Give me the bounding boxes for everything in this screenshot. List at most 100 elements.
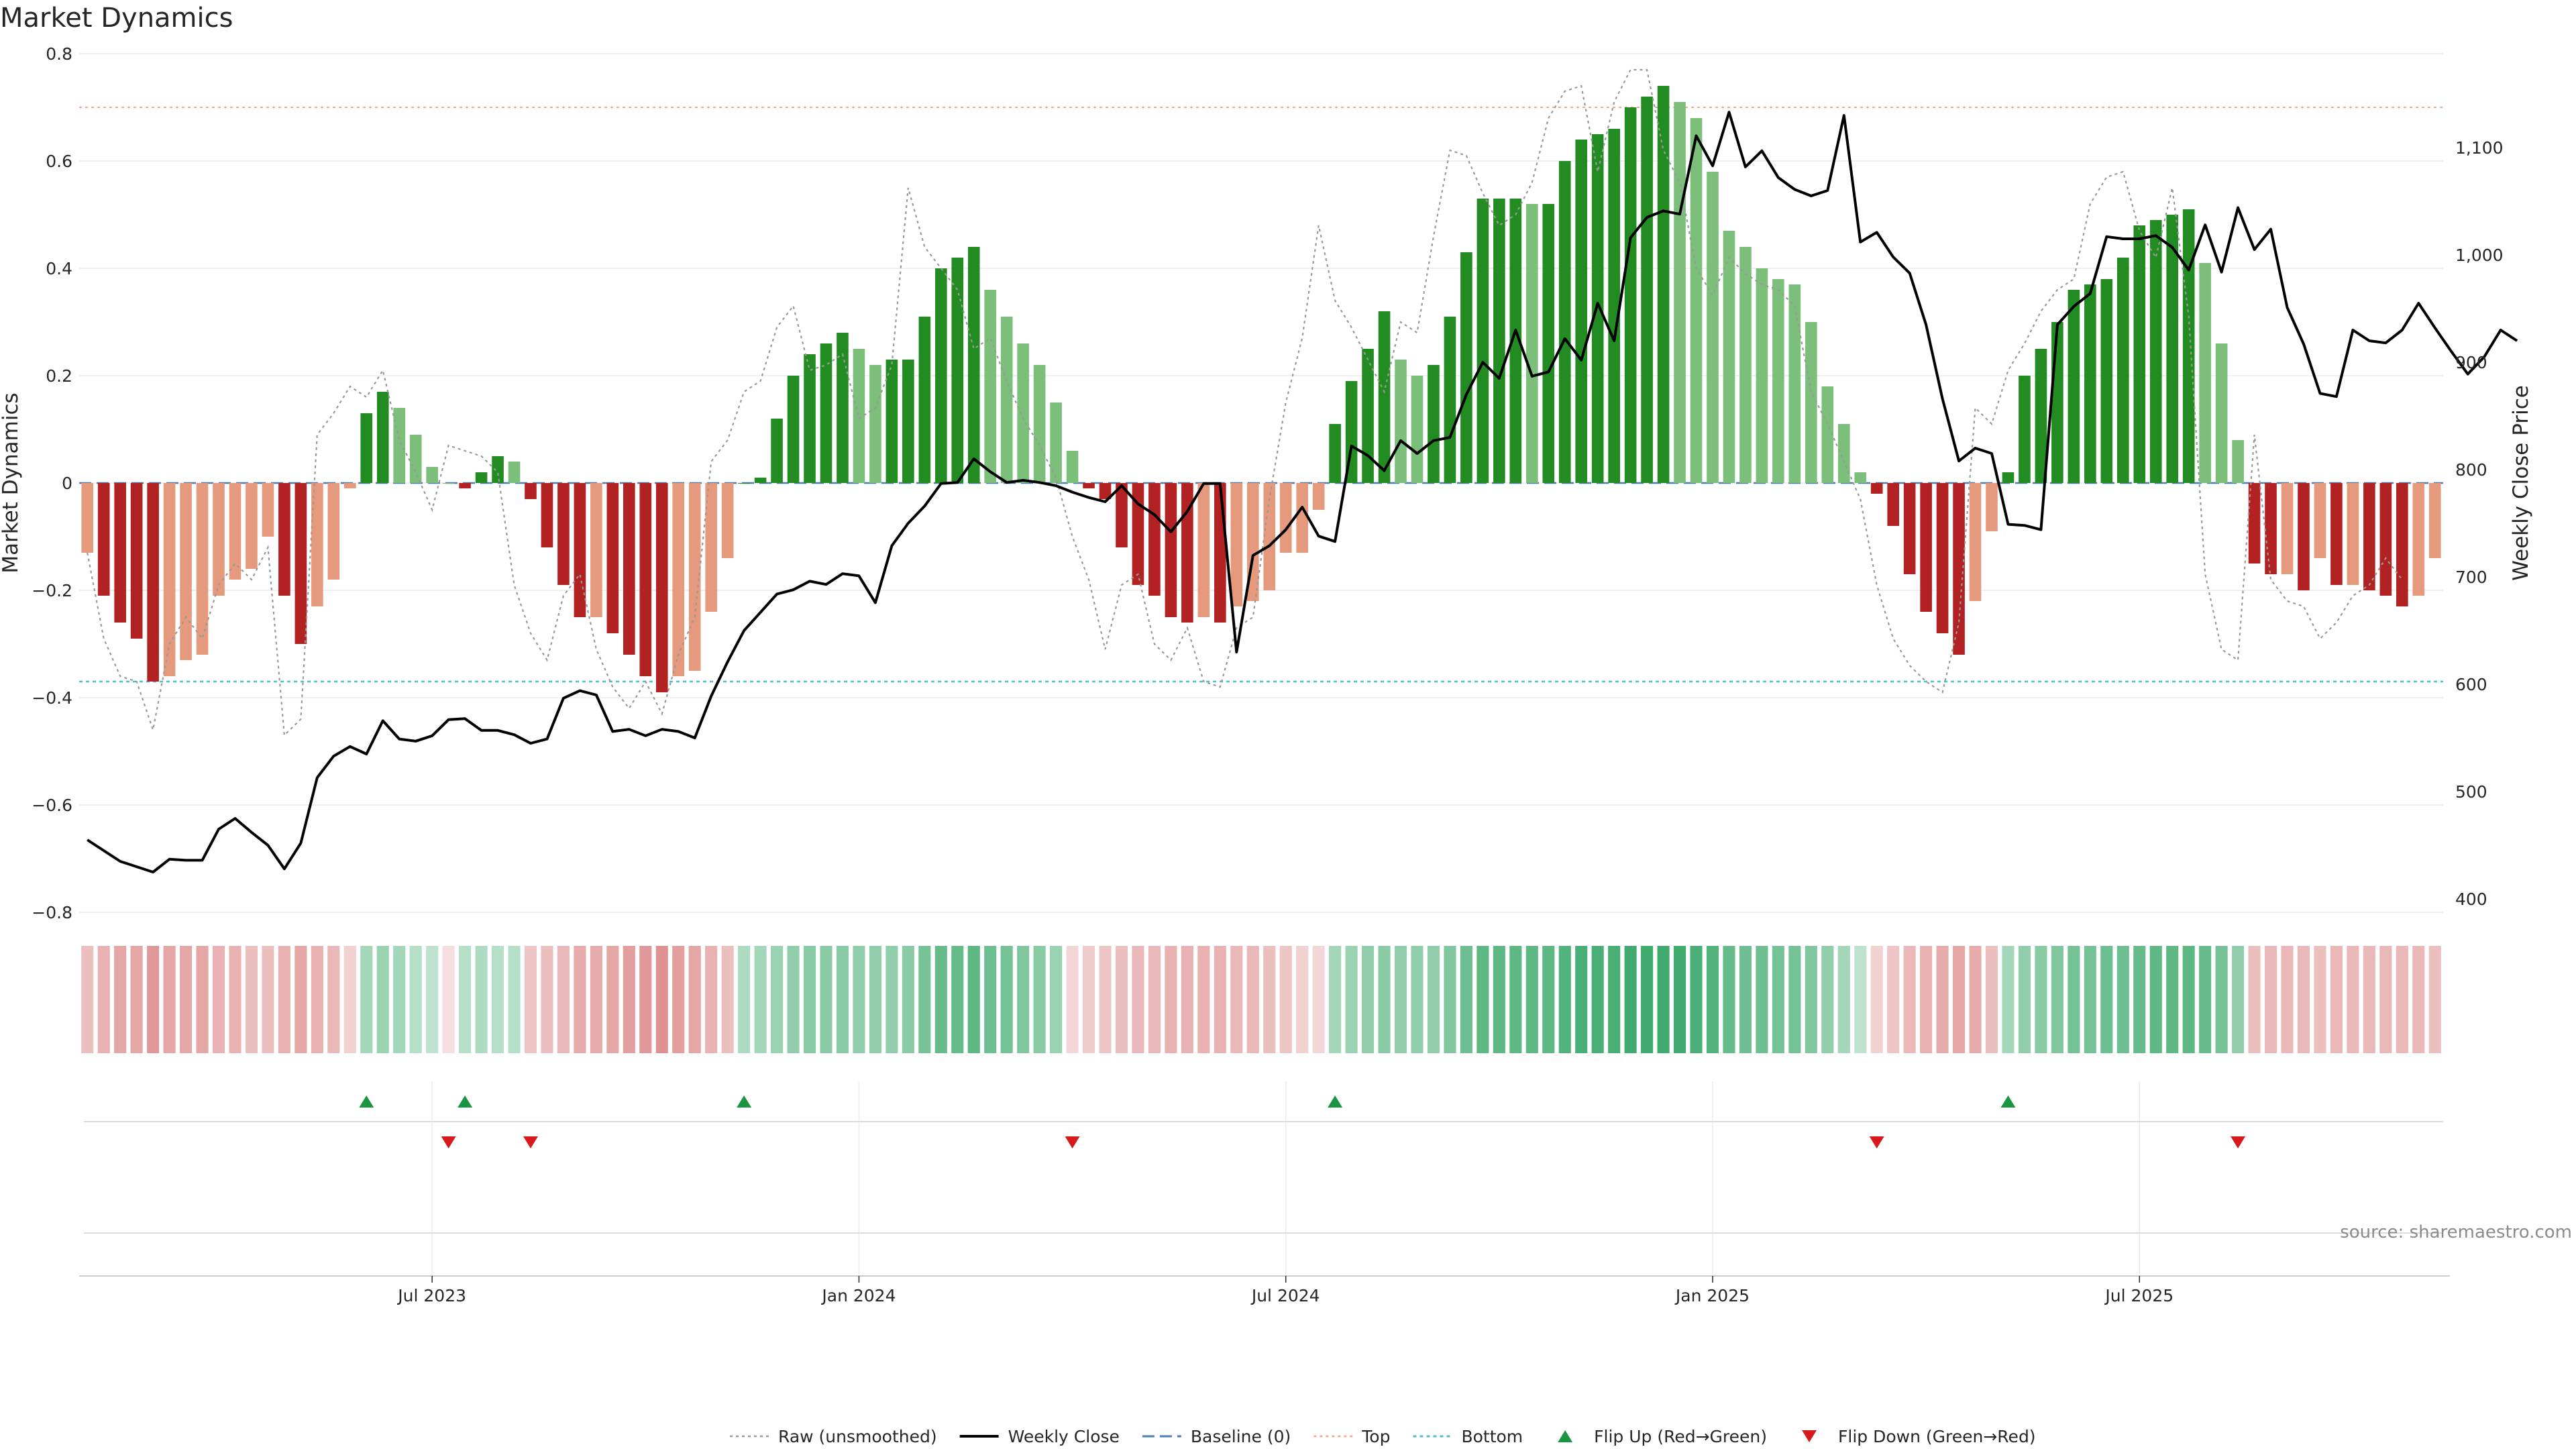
legend-swatch-flip-down	[1802, 1430, 1817, 1442]
bar	[114, 483, 126, 623]
heatmap-cell	[1345, 946, 1358, 1053]
heatmap-cell	[2314, 946, 2326, 1053]
bar	[1033, 365, 1046, 483]
bar	[81, 483, 94, 553]
bar	[147, 483, 159, 682]
heatmap-cell	[984, 946, 997, 1053]
heatmap-cell	[2379, 946, 2392, 1053]
bar	[1772, 279, 1784, 483]
heatmap-cell	[2100, 946, 2113, 1053]
heatmap-cell	[1296, 946, 1309, 1053]
bar	[804, 354, 816, 483]
heatmap-cell	[2297, 946, 2310, 1053]
bar	[1870, 483, 1883, 494]
bar	[1542, 204, 1555, 483]
bar	[1674, 102, 1686, 483]
y-tick-left-label: −0.4	[32, 688, 72, 708]
heatmap-cell	[1673, 946, 1686, 1053]
legend-item-flip-up: Flip Up (Red→Green)	[1558, 1427, 1767, 1446]
y-tick-right-label: 1,100	[2455, 138, 2504, 158]
legend-item-raw: Raw (unsmoothed)	[730, 1427, 937, 1446]
legend-label: Baseline (0)	[1191, 1427, 1291, 1446]
heatmap-cell	[343, 946, 356, 1053]
flip-up-marker	[458, 1095, 473, 1108]
heatmap-cell	[1953, 946, 1966, 1053]
heatmap-cell	[1230, 946, 1243, 1053]
heatmap-cell	[918, 946, 931, 1053]
bar	[213, 483, 225, 596]
bar	[1428, 365, 1440, 483]
heatmap-cell	[262, 946, 274, 1053]
bar	[1460, 252, 1472, 483]
flip-down-marker	[1065, 1136, 1080, 1148]
bar	[606, 483, 619, 633]
y-tick-right-label: 400	[2455, 890, 2487, 909]
heatmap-cell	[1279, 946, 1292, 1053]
heatmap-cell	[1148, 946, 1161, 1053]
heatmap-cell	[524, 946, 537, 1053]
heatmap-cell	[1739, 946, 1752, 1053]
heatmap-cell	[1821, 946, 1834, 1053]
bar	[1739, 247, 1752, 483]
bar	[885, 360, 898, 483]
legend-label: Raw (unsmoothed)	[778, 1427, 937, 1446]
legend-label: Bottom	[1461, 1427, 1523, 1446]
legend: Raw (unsmoothed) Weekly Close Baseline (0)…	[730, 1427, 2036, 1446]
heatmap-cell	[311, 946, 323, 1053]
heatmap-cell	[574, 946, 586, 1053]
bar	[787, 376, 800, 483]
bar	[442, 483, 455, 484]
legend-item-bottom: Bottom	[1413, 1427, 1523, 1446]
heatmap-cell	[393, 946, 406, 1053]
bar	[1296, 483, 1308, 553]
bar	[869, 365, 881, 483]
bar	[738, 483, 750, 484]
heatmap-cell	[212, 946, 225, 1053]
bar	[2002, 472, 2015, 483]
bar	[1165, 483, 1177, 617]
bar	[2363, 483, 2375, 590]
y-tick-left-label: 0.8	[46, 44, 72, 64]
bar	[951, 258, 964, 483]
bar	[1525, 204, 1538, 483]
heatmap-cell	[2281, 946, 2294, 1053]
x-tick-label: Jan 2024	[820, 1286, 896, 1305]
heatmap-cell	[705, 946, 718, 1053]
heatmap-cell	[1854, 946, 1867, 1053]
bar	[2330, 483, 2343, 585]
heatmap-cell	[557, 946, 570, 1053]
bar	[2347, 483, 2359, 585]
heatmap-cell	[902, 946, 914, 1053]
y-tick-left-label: 0.2	[46, 366, 72, 386]
heatmap-cell	[2133, 946, 2146, 1053]
bar	[393, 408, 406, 483]
bar	[327, 483, 340, 580]
close-line	[87, 111, 2518, 873]
heatmap-cell	[885, 946, 898, 1053]
bar	[590, 483, 602, 617]
legend-item-baseline: Baseline (0)	[1142, 1427, 1291, 1446]
heatmap-cell	[590, 946, 602, 1053]
heatmap-cell	[1903, 946, 1916, 1053]
bar	[1395, 360, 1407, 483]
heatmap-cell	[836, 946, 849, 1053]
bar	[2068, 290, 2080, 483]
heatmap-cell	[1411, 946, 1424, 1053]
heatmap-cell	[2166, 946, 2179, 1053]
y-tick-left-label: 0.6	[46, 152, 72, 171]
bar	[360, 413, 373, 483]
bar	[426, 467, 438, 483]
heatmap-cell	[1624, 946, 1637, 1053]
heatmap-cell	[180, 946, 193, 1053]
heatmap-cell	[97, 946, 110, 1053]
heatmap-cell	[1214, 946, 1226, 1053]
bar	[1509, 199, 1522, 483]
heatmap-cell	[541, 946, 553, 1053]
bar	[459, 483, 471, 488]
heatmap-cell	[294, 946, 307, 1053]
heatmap-cell	[1542, 946, 1555, 1053]
heatmap-cell	[2182, 946, 2195, 1053]
bar	[1477, 199, 1489, 483]
flip-up-marker	[1328, 1095, 1343, 1108]
heatmap-cell	[163, 946, 176, 1053]
